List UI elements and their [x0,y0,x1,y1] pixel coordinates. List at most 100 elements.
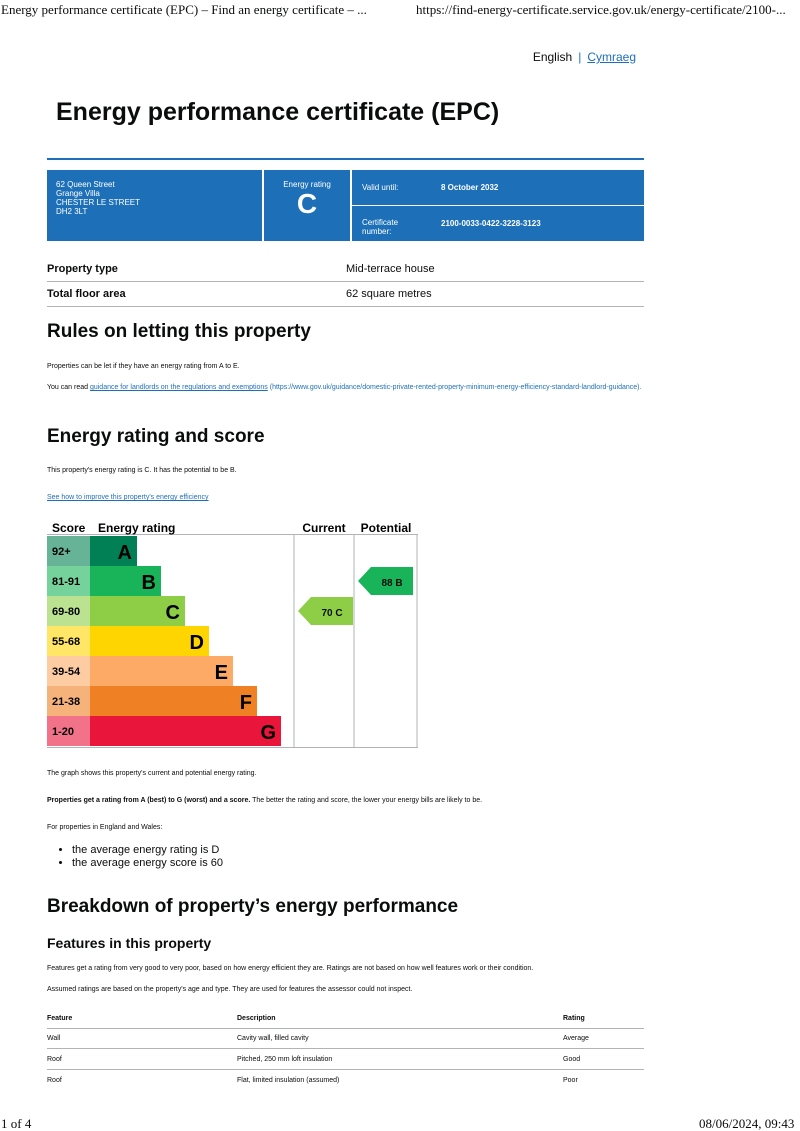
band-score-cell [47,566,90,596]
band-letter: C [166,602,180,624]
energy-rating-label: Energy rating [283,180,331,189]
letting-heading: Rules on letting this property [47,321,311,342]
chart-header-current: Current [302,521,345,535]
print-footer-page: 1 of 4 [1,1116,32,1131]
band-bar [90,716,281,746]
band-score-label: 1-20 [52,726,74,738]
column-header: Rating [563,1015,585,1022]
valid-until-label: Valid until: [362,183,399,192]
print-header-title: Energy performance certificate (EPC) – F… [1,2,367,17]
rating-band-c: 69-80 C [47,596,185,626]
table-row: Wall Cavity wall, filled cavity Average [47,1028,644,1049]
band-score-cell [47,536,90,566]
band-bar [90,566,161,596]
band-score-label: 21-38 [52,696,80,708]
certificate-number-value: 2100-0033-0422-3228-3123 [441,219,541,228]
rating-band-f: 21-38 F [47,686,257,716]
rating-band-e: 39-54 E [47,656,233,686]
energy-rating-heading: Energy rating and score [47,426,265,447]
rating-summary: This property's energy rating is C. It h… [47,467,237,474]
table-header-row: Feature Description Rating [47,1008,644,1029]
summary-value: Mid-terrace house [346,263,435,275]
table-cell: Flat, limited insulation (assumed) [237,1077,340,1084]
page-title: Energy performance certificate (EPC) [56,98,500,126]
band-score-cell [47,626,90,656]
band-bar [90,626,209,656]
current-rating-arrow [298,597,353,625]
current-rating-label: 70 C [321,608,342,619]
landlord-guidance-link[interactable]: guidance for landlords on the regulation… [89,384,268,391]
rating-band-b: 81-91 B [47,566,161,596]
table-cell: Average [563,1035,589,1042]
band-letter: G [260,722,276,744]
letting-paragraph: Properties can be let if they have an en… [47,363,240,370]
summary-value: 62 square metres [346,288,432,300]
summary-label: Total floor area [47,288,126,300]
band-score-cell [47,656,90,686]
table-cell: Poor [563,1077,578,1084]
table-row: Roof Flat, limited insulation (assumed) … [47,1070,644,1091]
list-item: the average energy rating is D [72,844,223,857]
certificate-number-label: Certificate number: [362,218,399,236]
summary-row-floor-area: Total floor area 62 square metres [47,282,644,307]
band-bar [90,686,257,716]
language-link-welsh[interactable]: Cymraeg [587,50,636,64]
band-score-label: 39-54 [52,666,81,678]
table-cell: Wall [47,1035,61,1042]
assumed-ratings-paragraph: Assumed ratings are based on the propert… [47,986,413,993]
band-bar [90,656,233,686]
rating-band-d: 55-68 D [47,626,209,656]
table-cell: Roof [47,1077,62,1084]
epc-rating-chart: Score Energy rating Current Potential 92… [47,521,418,748]
rating-explanation: Properties get a rating from A (best) to… [47,797,483,804]
column-header: Description [237,1015,276,1022]
band-letter: D [190,632,204,654]
rating-band-g: 1-20 G [47,716,281,746]
band-score-cell [47,596,90,626]
language-current: English [532,50,573,64]
table-row: Roof Pitched, 250 mm loft insulation Goo… [47,1049,644,1070]
band-score-label: 55-68 [52,636,80,648]
band-letter: E [215,662,228,684]
averages-list: the average energy rating is D the avera… [62,844,223,870]
table-cell: Pitched, 250 mm loft insulation [237,1056,333,1063]
averages-intro: For properties in England and Wales: [47,824,163,831]
rating-band-a: 92+ A [47,536,137,566]
column-header: Feature [47,1015,73,1022]
print-header-url: https://find-energy-certificate.service.… [416,2,786,17]
improve-efficiency-link[interactable]: See how to improve this property's energ… [47,494,209,501]
potential-rating-label: 88 B [381,578,402,589]
energy-rating-value: C [296,188,318,219]
features-paragraph: Features get a rating from very good to … [47,965,534,972]
letting-guidance-paragraph: You can read guidance for landlords on t… [47,384,642,391]
chart-header-score: Score [52,521,86,535]
print-footer-datetime: 08/06/2024, 09:43 [699,1116,795,1131]
band-bar [90,596,185,626]
band-letter: F [240,692,252,714]
certificate-summary-box: 62 Queen Street Grange Villa CHESTER LE … [47,170,644,241]
title-divider [47,158,644,160]
table-cell: Cavity wall, filled cavity [237,1035,309,1042]
band-letter: B [142,572,156,594]
band-score-cell [47,716,90,746]
band-score-label: 92+ [52,546,71,558]
table-cell: Roof [47,1056,62,1063]
band-score-label: 81-91 [52,576,80,588]
band-letter: A [118,542,132,564]
landlord-guidance-url: (https://www.gov.uk/guidance/domestic-pr… [269,384,642,391]
potential-rating-arrow [358,567,413,595]
language-switcher: English | Cymraeg [532,50,636,64]
summary-row-property-type: Property type Mid-terrace house [47,257,644,282]
features-heading: Features in this property [47,935,212,951]
band-score-label: 69-80 [52,606,80,618]
graph-caption: The graph shows this property's current … [47,770,257,777]
valid-until-value: 8 October 2032 [441,183,499,192]
breakdown-heading: Breakdown of property’s energy performan… [47,896,459,917]
property-address: 62 Queen Street Grange Villa CHESTER LE … [56,180,141,216]
band-bar [90,536,137,566]
band-score-cell [47,686,90,716]
table-cell: Good [563,1056,581,1063]
chart-header-rating: Energy rating [98,521,175,535]
list-item: the average energy score is 60 [72,857,223,870]
chart-header-potential: Potential [361,521,412,535]
